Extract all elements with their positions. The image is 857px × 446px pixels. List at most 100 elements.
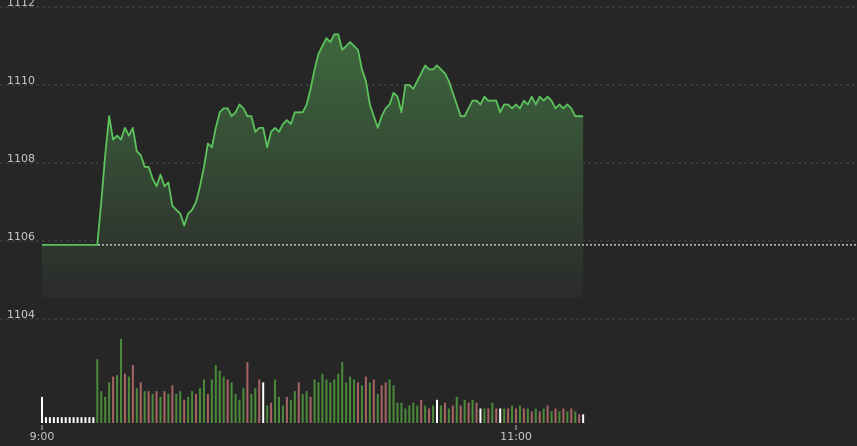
- volume-bar: [364, 376, 367, 423]
- volume-bar: [68, 417, 71, 423]
- volume-bar: [151, 394, 154, 423]
- x-tick-label: 9:00: [30, 430, 55, 443]
- volume-bar: [305, 391, 308, 423]
- volume-bar: [558, 411, 561, 423]
- volume-bar: [357, 382, 359, 423]
- volume-bar: [84, 417, 87, 423]
- volume-bar: [293, 391, 296, 423]
- volume-bar: [578, 414, 581, 423]
- volume-bar: [116, 375, 119, 423]
- volume-bar: [491, 402, 494, 423]
- volume-bar: [333, 379, 336, 423]
- volume-bar: [175, 394, 178, 423]
- volume-bar: [230, 382, 233, 423]
- volume-bar: [349, 376, 352, 423]
- volume-bar: [100, 391, 103, 423]
- volume-bar: [420, 399, 423, 423]
- volume-bar: [301, 394, 304, 423]
- volume-bar: [163, 391, 166, 423]
- volume-bar: [123, 373, 126, 423]
- volume-bar: [92, 417, 95, 423]
- volume-bar: [262, 382, 265, 423]
- volume-bar: [416, 405, 419, 423]
- volume-bar: [451, 405, 454, 423]
- volume-bar: [353, 379, 356, 423]
- volume-bar: [546, 405, 549, 423]
- volume-bar: [44, 417, 47, 423]
- volume-bar: [376, 394, 379, 423]
- volume-bar: [56, 417, 59, 423]
- volume-bar: [345, 382, 348, 423]
- volume-bar: [183, 399, 186, 423]
- volume-bar: [495, 408, 498, 423]
- volume-bar: [337, 373, 340, 423]
- volume-bar: [503, 408, 506, 423]
- volume-bar: [191, 391, 194, 423]
- volume-bar: [108, 382, 111, 423]
- volume-bar: [139, 382, 142, 423]
- volume-bar: [254, 388, 257, 423]
- volume-bar: [582, 414, 585, 423]
- volume-bar: [96, 359, 99, 423]
- volume-bar: [562, 408, 565, 423]
- volume-bar: [432, 405, 435, 423]
- volume-bars: [41, 338, 585, 423]
- volume-bar: [234, 394, 237, 423]
- volume-bar: [52, 417, 55, 423]
- volume-bar: [341, 362, 344, 423]
- volume-bar: [428, 408, 431, 423]
- volume-bar: [396, 402, 399, 423]
- volume-bar: [266, 405, 269, 423]
- volume-bar: [384, 382, 387, 423]
- volume-bar: [285, 396, 288, 423]
- volume-bar: [167, 394, 170, 423]
- volume-bar: [187, 396, 190, 423]
- volume-bar: [76, 417, 79, 423]
- volume-bar: [41, 396, 43, 423]
- volume-bar: [463, 399, 466, 423]
- volume-bar: [566, 411, 569, 423]
- volume-bar: [206, 394, 209, 423]
- price-area: [42, 34, 584, 299]
- volume-bar: [222, 376, 225, 423]
- volume-bar: [511, 405, 514, 423]
- volume-bar: [258, 379, 261, 423]
- volume-bar: [447, 408, 450, 423]
- volume-bar: [104, 396, 107, 423]
- volume-bar: [120, 338, 122, 423]
- volume-bar: [313, 379, 316, 423]
- volume-bar: [179, 391, 182, 423]
- volume-bar: [72, 417, 75, 423]
- x-axis-ticks: 9:00 11:00: [30, 425, 532, 443]
- volume-bar: [64, 417, 67, 423]
- volume-bar: [155, 391, 158, 423]
- volume-bar: [281, 405, 284, 423]
- volume-bar: [309, 396, 312, 423]
- volume-bar: [436, 399, 438, 423]
- volume-bar: [195, 394, 198, 423]
- volume-bar: [455, 396, 458, 423]
- y-tick-label: 1110: [7, 74, 35, 87]
- volume-bar: [329, 382, 332, 423]
- volume-bar: [131, 365, 134, 423]
- volume-bar: [388, 379, 391, 423]
- volume-bar: [147, 391, 150, 423]
- volume-bar: [554, 408, 557, 423]
- volume-bar: [214, 365, 217, 423]
- volume-bar: [487, 408, 490, 423]
- volume-bar: [325, 379, 328, 423]
- volume-bar: [574, 411, 577, 423]
- volume-bar: [202, 379, 205, 423]
- volume-bar: [88, 417, 91, 423]
- volume-bar: [238, 399, 241, 423]
- volume-bar: [242, 388, 245, 423]
- volume-bar: [250, 394, 253, 423]
- volume-bar: [530, 411, 533, 423]
- y-tick-label: 1106: [7, 230, 35, 243]
- volume-bar: [400, 402, 403, 423]
- volume-bar: [143, 391, 146, 423]
- volume-bar: [321, 373, 324, 423]
- volume-bar: [459, 405, 462, 423]
- price-line-group: [42, 33, 584, 246]
